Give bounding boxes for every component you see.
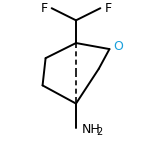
Text: F: F [104, 2, 111, 15]
Text: F: F [41, 2, 48, 15]
Text: 2: 2 [97, 127, 103, 136]
Text: O: O [113, 40, 123, 53]
Text: NH: NH [82, 123, 101, 136]
